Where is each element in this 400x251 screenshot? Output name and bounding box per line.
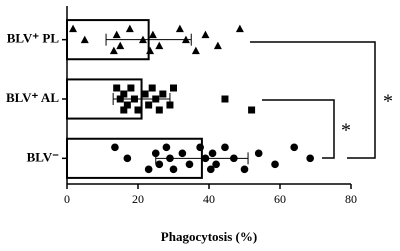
point xyxy=(148,84,156,92)
point xyxy=(146,46,155,55)
y-tick-label: BLV⁺ PL xyxy=(7,31,60,46)
point xyxy=(109,46,118,55)
annotation: * xyxy=(383,91,393,113)
point xyxy=(240,165,249,174)
y-tick-label: BLV⁺ AL xyxy=(6,90,59,105)
point xyxy=(112,30,121,39)
point xyxy=(155,106,163,114)
point xyxy=(170,84,177,92)
point xyxy=(213,41,222,50)
point xyxy=(208,149,217,158)
point xyxy=(116,41,125,50)
point xyxy=(125,24,134,33)
point xyxy=(120,90,128,98)
point xyxy=(151,149,160,158)
point xyxy=(162,143,171,152)
point xyxy=(127,84,135,92)
point xyxy=(166,154,174,163)
point xyxy=(134,106,142,114)
point xyxy=(306,154,314,163)
point xyxy=(80,35,89,44)
point xyxy=(248,106,256,114)
point xyxy=(196,143,204,152)
x-tick-label: 60 xyxy=(274,192,286,206)
point xyxy=(123,101,131,109)
point xyxy=(148,30,157,39)
point xyxy=(175,24,184,33)
point xyxy=(206,165,215,174)
point xyxy=(120,106,128,114)
point xyxy=(130,95,138,103)
point xyxy=(201,154,210,163)
point xyxy=(181,35,190,44)
point xyxy=(111,143,119,152)
bracket-inner xyxy=(262,99,335,159)
x-tick-label: 20 xyxy=(132,192,144,206)
point xyxy=(201,30,210,39)
point xyxy=(221,143,229,152)
point xyxy=(152,95,160,103)
point xyxy=(113,84,121,92)
point xyxy=(191,46,200,55)
point xyxy=(155,41,164,50)
point xyxy=(155,160,164,169)
point xyxy=(178,149,187,158)
point xyxy=(235,24,244,33)
annotation: * xyxy=(341,120,351,142)
point xyxy=(212,160,220,169)
point xyxy=(230,154,238,163)
point xyxy=(123,154,132,163)
point xyxy=(138,35,147,44)
point xyxy=(185,160,194,169)
y-tick-label: BLV⁻ xyxy=(27,149,60,164)
x-axis-label: Phagocytosis (%) xyxy=(161,229,257,244)
point xyxy=(166,101,174,109)
point xyxy=(169,165,178,174)
significance-brackets xyxy=(250,41,376,159)
point xyxy=(254,149,263,158)
x-tick-label: 80 xyxy=(345,192,357,206)
point xyxy=(221,95,229,103)
point xyxy=(141,90,149,98)
bracket-outer xyxy=(250,41,376,159)
point xyxy=(116,95,124,103)
point xyxy=(69,24,78,33)
x-tick-label: 0 xyxy=(64,192,70,206)
error-bar xyxy=(105,33,192,46)
point xyxy=(271,160,279,169)
point xyxy=(144,165,153,174)
point xyxy=(290,143,299,152)
point xyxy=(145,101,153,109)
point xyxy=(159,90,167,98)
x-tick-label: 40 xyxy=(203,192,215,206)
